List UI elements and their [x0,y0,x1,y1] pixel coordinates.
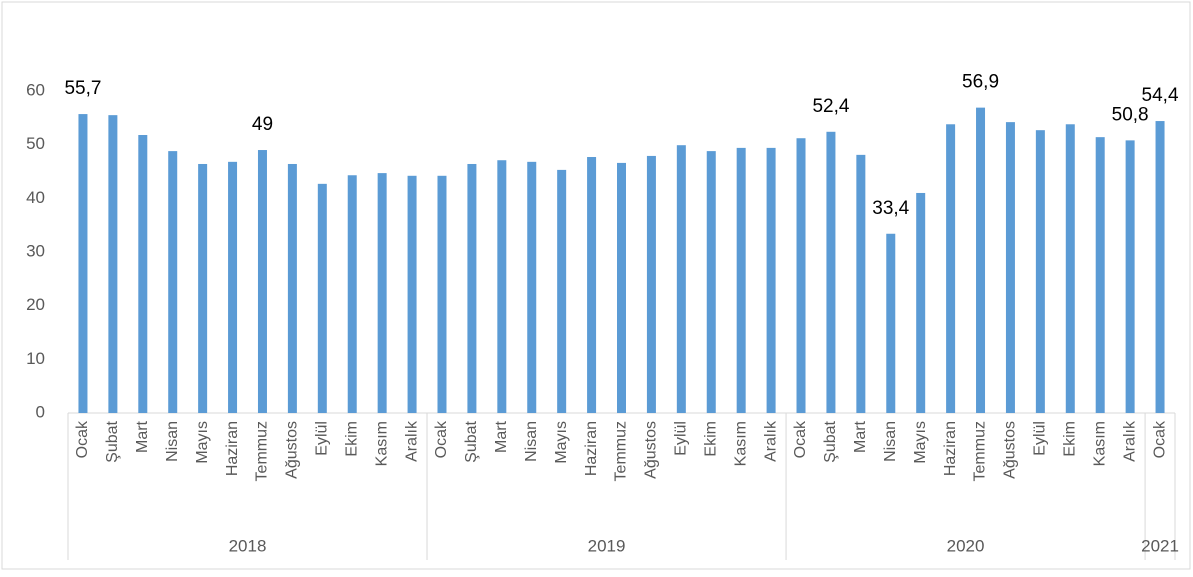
x-tick-label: Aralık [762,420,779,462]
bar [407,175,417,413]
bar [886,233,896,413]
x-tick-label: Ocak [433,420,450,458]
y-tick-label: 40 [26,188,45,207]
y-tick-label: 50 [26,134,45,153]
bar [646,155,656,414]
y-tick-label: 0 [36,402,45,421]
x-tick-label: Ocak [74,420,91,458]
x-tick-label: Ekim [702,421,719,457]
x-tick-label: Ocak [1151,420,1168,458]
x-tick-label: Ekim [1062,421,1079,457]
bar [1125,140,1135,413]
x-tick-label: Eylül [1032,421,1049,456]
x-tick-label: Eylül [314,421,331,456]
x-tick-label: Mart [852,420,869,453]
bar [796,138,806,413]
x-tick-label: Haziran [224,421,241,476]
bar [497,160,507,413]
x-tick-label: Temmuz [972,421,989,481]
y-tick-label: 30 [26,241,45,260]
x-tick-label: Aralık [1121,420,1138,462]
x-tick-label: Mayıs [912,421,929,464]
x-tick-label: Ağustos [643,421,660,479]
bar [198,163,208,413]
x-tick-label: Nisan [523,421,540,462]
y-tick-label: 60 [26,80,45,99]
bar [766,147,776,414]
bar [168,151,178,413]
bar [347,175,357,413]
bar [1155,121,1165,413]
bar [527,161,537,413]
x-tick-label: Kasım [1091,421,1108,466]
x-tick-label: Haziran [583,421,600,476]
bar [557,169,567,413]
bar [78,114,88,414]
bar [228,161,238,413]
x-tick-label: Şubat [104,420,121,462]
bar [317,183,327,413]
bar [1035,130,1045,413]
data-label: 49 [252,114,273,135]
group-label: 2019 [588,536,626,555]
x-tick-label: Ağustos [284,421,301,479]
bar [377,173,387,413]
x-tick-label: Mart [493,420,510,453]
x-tick-label: Aralık [403,420,420,462]
x-tick-label: Eylül [673,421,690,456]
bar [108,115,118,414]
x-tick-label: Şubat [822,420,839,462]
group-label: 2018 [229,536,267,555]
bar [437,175,447,413]
data-label: 52,4 [812,96,849,117]
x-tick-label: Ekim [343,421,360,457]
data-label: 50,8 [1112,104,1149,125]
x-tick-label: Temmuz [254,421,271,481]
x-tick-label: Nisan [164,421,181,462]
bar [706,151,716,413]
data-label: 54,4 [1142,85,1179,106]
x-tick-label: Ocak [792,420,809,458]
bar [587,157,597,413]
x-tick-label: Mayıs [194,421,211,464]
x-tick-label: Mayıs [553,421,570,464]
y-tick-label: 20 [26,295,45,314]
bar [617,162,626,413]
x-tick-label: Kasım [732,421,749,466]
group-label: 2020 [947,536,985,555]
x-tick-label: Mart [134,420,151,453]
data-label: 55,7 [64,78,101,99]
bar [676,145,686,413]
bar [856,154,866,413]
bar [467,163,477,413]
y-tick-label: 10 [26,349,45,368]
x-tick-label: Kasım [373,421,390,466]
x-tick-label: Haziran [942,421,959,476]
x-tick-label: Temmuz [613,421,630,481]
bar [736,147,746,414]
x-tick-label: Nisan [882,421,899,462]
group-label: 2021 [1141,536,1179,555]
data-label: 56,9 [962,72,999,93]
bar [1005,122,1015,414]
bar [138,135,148,414]
bar [257,150,267,414]
x-tick-label: Şubat [463,420,480,462]
bar [287,163,297,413]
x-tick-label: Ağustos [1002,421,1019,479]
bar [916,192,926,413]
bar [1095,137,1105,414]
bar [826,131,836,413]
bar [1065,124,1075,414]
data-label: 33,4 [872,198,909,219]
bar [946,124,956,414]
bar [976,107,986,414]
